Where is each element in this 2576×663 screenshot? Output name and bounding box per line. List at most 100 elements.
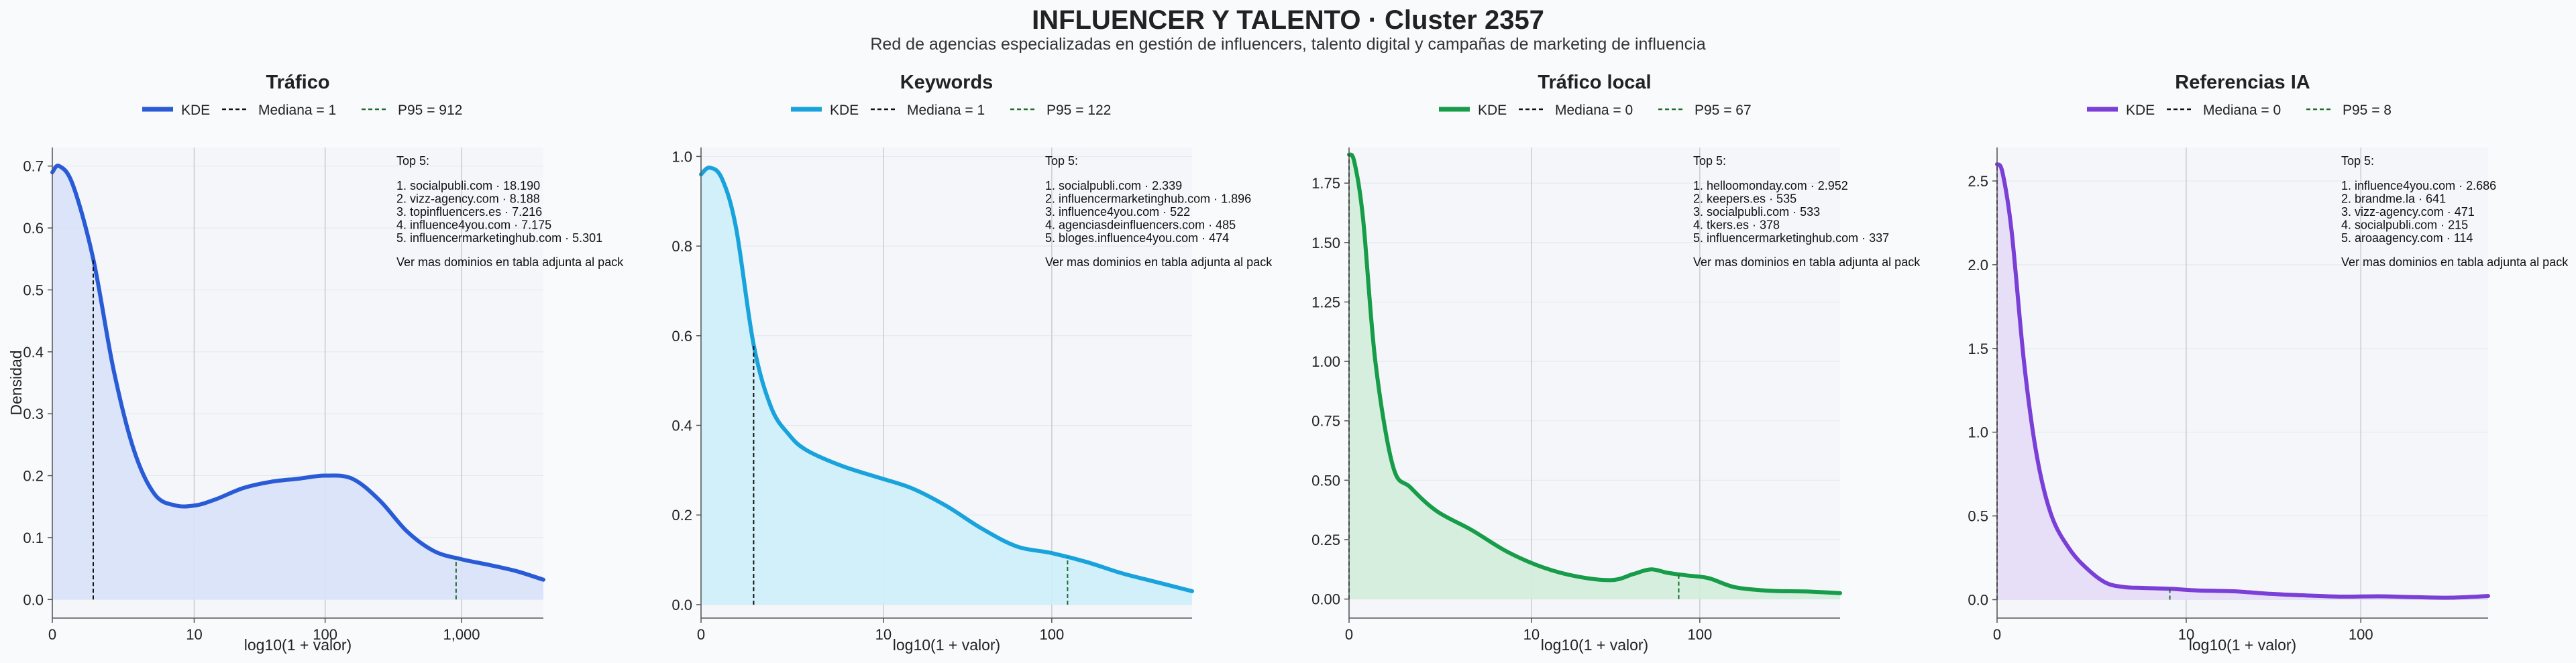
y-tick-label: 0.1 bbox=[23, 530, 44, 546]
y-tick-label: 0.25 bbox=[1311, 532, 1340, 548]
y-tick-label: 0.6 bbox=[23, 220, 44, 237]
top5-item: 3. socialpubli.com · 533 bbox=[1693, 205, 1820, 219]
x-axis-label: log10(1 + valor) bbox=[244, 636, 352, 654]
top5-item: 5. influencermarketinghub.com · 337 bbox=[1693, 231, 1889, 245]
chart-title: Tráfico bbox=[266, 72, 329, 93]
x-tick-label: 100 bbox=[1039, 626, 1064, 643]
chart-panel-1: 0.0 0.1 0.2 0.3 0.4 0.5 0.6 0.7 0 10 100 1,000 log10… bbox=[7, 72, 624, 654]
legend: KDE Mediana = 0 P95 = 8 bbox=[2087, 103, 2392, 118]
top5-item: 5. influencermarketinghub.com · 5.301 bbox=[396, 231, 602, 245]
y-tick-label: 0.50 bbox=[1311, 472, 1340, 489]
top5-note: Ver mas dominios en tabla adjunta al pac… bbox=[396, 255, 624, 269]
top5-heading: Top 5: bbox=[1045, 154, 1078, 168]
top5-item: 4. influence4you.com · 7.175 bbox=[396, 219, 551, 232]
x-tick-label: 0 bbox=[48, 626, 56, 643]
kde-area bbox=[52, 166, 543, 600]
x-tick-label: 100 bbox=[313, 626, 337, 643]
y-tick-label: 0.2 bbox=[672, 507, 692, 524]
kde-line bbox=[1347, 152, 1842, 595]
x-axis-label: log10(1 + valor) bbox=[1541, 636, 1648, 654]
top5-item: 2. keepers.es · 535 bbox=[1693, 192, 1796, 206]
legend-p95-label: P95 = 122 bbox=[1046, 103, 1111, 118]
legend: KDE Mediana = 1 P95 = 912 bbox=[142, 103, 462, 118]
y-tick-label: 0.0 bbox=[1968, 592, 1988, 609]
x-tick-label: 10 bbox=[1523, 626, 1540, 643]
x-tick-label: 10 bbox=[186, 626, 202, 643]
y-tick-label: 0.6 bbox=[672, 328, 692, 345]
x-tick-label: 100 bbox=[1687, 626, 1712, 643]
y-tick-label: 1.5 bbox=[1968, 341, 1988, 357]
top5-item: 4. agenciasdeinfluencers.com · 485 bbox=[1045, 219, 1236, 232]
page-title: INFLUENCER Y TALENTO · Cluster 2357 bbox=[1032, 5, 1544, 35]
top5-heading: Top 5: bbox=[2341, 154, 2374, 168]
x-tick-label: 100 bbox=[2349, 626, 2373, 643]
y-tick-label: 0.8 bbox=[672, 238, 692, 255]
top5-item: 5. aroaagency.com · 114 bbox=[2341, 231, 2473, 245]
top5-heading: Top 5: bbox=[396, 154, 429, 168]
y-tick-label: 0.2 bbox=[23, 468, 44, 485]
legend-median-label: Mediana = 1 bbox=[258, 103, 336, 118]
y-tick-label: 1.75 bbox=[1311, 175, 1340, 192]
x-tick-label: 0 bbox=[1345, 626, 1353, 643]
y-tick-label: 2.0 bbox=[1968, 257, 1988, 274]
chart-title: Referencias IA bbox=[2175, 72, 2310, 93]
y-tick-label: 1.25 bbox=[1311, 294, 1340, 310]
legend-kde-label: KDE bbox=[2126, 103, 2155, 118]
kde-line bbox=[699, 166, 1194, 593]
top5-item: 3. influence4you.com · 522 bbox=[1045, 205, 1190, 219]
y-tick-label: 0.5 bbox=[23, 282, 44, 298]
top5-heading: Top 5: bbox=[1693, 154, 1726, 168]
y-tick-label: 0.0 bbox=[23, 591, 44, 608]
legend-median-label: Mediana = 0 bbox=[2203, 103, 2281, 118]
plot-area bbox=[1997, 147, 2488, 618]
top5-note: Ver mas dominios en tabla adjunta al pac… bbox=[2341, 255, 2569, 269]
legend-p95-label: P95 = 8 bbox=[2343, 103, 2392, 118]
kde-area bbox=[701, 167, 1192, 605]
kde-line bbox=[1995, 162, 2490, 600]
x-axis-label: log10(1 + valor) bbox=[2189, 636, 2296, 654]
y-tick-label: 0.00 bbox=[1311, 591, 1340, 608]
top5-item: 1. socialpubli.com · 2.339 bbox=[1045, 179, 1182, 192]
top5-note: Ver mas dominios en tabla adjunta al pac… bbox=[1693, 255, 1921, 269]
y-tick-label: 1.00 bbox=[1311, 353, 1340, 370]
y-tick-label: 0.4 bbox=[672, 418, 692, 434]
chart-panel-3: 0.00 0.25 0.50 0.75 1.00 1.25 1.50 1.75 0 10 100 lo… bbox=[1311, 72, 1921, 654]
x-tick-label: 0 bbox=[697, 626, 705, 643]
y-tick-label: 0.0 bbox=[672, 597, 692, 613]
legend-p95-label: P95 = 912 bbox=[398, 103, 462, 118]
top5-item: 2. vizz-agency.com · 8.188 bbox=[396, 192, 540, 206]
kde-area bbox=[1349, 154, 1840, 599]
legend: KDE Mediana = 1 P95 = 122 bbox=[791, 103, 1111, 118]
y-tick-label: 0.7 bbox=[23, 158, 44, 175]
y-tick-label: 0.75 bbox=[1311, 413, 1340, 430]
top5-item: 5. bloges.influence4you.com · 474 bbox=[1045, 231, 1229, 245]
top5-item: 1. influence4you.com · 2.686 bbox=[2341, 179, 2496, 192]
top5-item: 4. socialpubli.com · 215 bbox=[2341, 219, 2468, 232]
top5-item: 3. vizz-agency.com · 471 bbox=[2341, 205, 2475, 219]
y-tick-label: 1.0 bbox=[1968, 424, 1988, 441]
top5-item: 1. helloomonday.com · 2.952 bbox=[1693, 179, 1848, 192]
legend: KDE Mediana = 0 P95 = 67 bbox=[1439, 103, 1752, 118]
chart-panel-2: 0.0 0.2 0.4 0.6 0.8 1.0 0 10 100 log10(1 + valor)… bbox=[672, 72, 1273, 654]
legend-kde-label: KDE bbox=[1478, 103, 1507, 118]
chart-title: Keywords bbox=[900, 72, 994, 93]
page-subtitle: Red de agencias especializadas en gestió… bbox=[870, 35, 1706, 54]
legend-median-label: Mediana = 0 bbox=[1555, 103, 1633, 118]
chart-title: Tráfico local bbox=[1538, 72, 1651, 93]
top5-item: 2. brandme.la · 641 bbox=[2341, 192, 2446, 206]
y-axis-label: Densidad bbox=[7, 350, 25, 415]
x-axis-label: log10(1 + valor) bbox=[893, 636, 1000, 654]
legend-kde-label: KDE bbox=[181, 103, 210, 118]
top5-note: Ver mas dominios en tabla adjunta al pac… bbox=[1045, 255, 1273, 269]
legend-median-label: Mediana = 1 bbox=[907, 103, 985, 118]
x-tick-label: 10 bbox=[875, 626, 892, 643]
x-tick-label: 10 bbox=[2178, 626, 2194, 643]
y-tick-label: 0.5 bbox=[1968, 508, 1988, 525]
kde-area bbox=[1997, 164, 2488, 600]
top5-item: 4. tkers.es · 378 bbox=[1693, 219, 1780, 232]
top5-item: 3. topinfluencers.es · 7.216 bbox=[396, 205, 542, 219]
y-tick-label: 1.0 bbox=[672, 148, 692, 165]
